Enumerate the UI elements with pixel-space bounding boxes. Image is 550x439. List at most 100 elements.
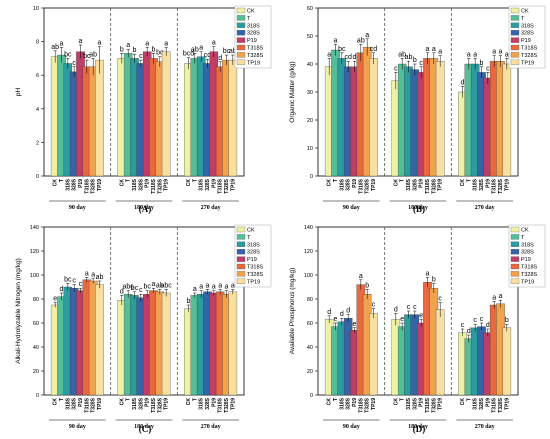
category-label: T328S xyxy=(91,397,97,412)
category-label: 328S xyxy=(412,178,418,190)
legend-swatch xyxy=(236,271,246,277)
y-axis-label: Available Phosphorus (mg/kg) xyxy=(289,268,296,355)
significance-letter: d xyxy=(346,308,350,315)
significance-letter: a xyxy=(164,40,168,47)
legend-item-label: 328S xyxy=(521,31,534,37)
significance-letter: d xyxy=(353,54,357,61)
significance-letter: c xyxy=(407,304,411,311)
significance-letter: a xyxy=(473,51,477,58)
category-label: 328S xyxy=(72,178,78,190)
significance-letter: a xyxy=(499,49,503,56)
category-label: 328S xyxy=(346,178,352,190)
category-label: 328S xyxy=(412,397,418,409)
bar-tp19-90-day xyxy=(95,59,104,177)
legend-swatch xyxy=(510,52,520,58)
y-tick-label: 20 xyxy=(307,369,313,375)
category-label: P19 xyxy=(485,398,491,407)
significance-letter: bc xyxy=(131,285,139,292)
category-label: CK xyxy=(327,179,333,187)
category-label: T328S xyxy=(365,397,371,412)
significance-letter: a xyxy=(365,32,369,39)
y-tick-label: 30 xyxy=(307,90,313,96)
bar-tp19-180-day xyxy=(435,61,445,177)
significance-letter: d xyxy=(60,286,64,293)
legend-item-label: T xyxy=(247,235,251,241)
significance-letter: ab xyxy=(51,44,59,51)
category-label: CK xyxy=(53,179,59,187)
significance-letter: bc xyxy=(64,276,72,283)
y-tick-label: 100 xyxy=(304,273,313,279)
y-tick-label: 60 xyxy=(307,321,313,327)
legend-swatch xyxy=(510,234,520,240)
category-label: 318S xyxy=(199,397,205,409)
significance-letter: d xyxy=(327,309,331,316)
legend-item-label: 328S xyxy=(247,250,260,256)
category-label: TP19 xyxy=(371,179,377,191)
category-label: TP19 xyxy=(438,179,444,191)
category-label: T xyxy=(126,179,132,182)
category-label: P19 xyxy=(211,398,217,407)
y-tick-label: 20 xyxy=(307,118,313,124)
category-label: CK xyxy=(327,398,333,406)
category-label: T xyxy=(466,179,472,182)
category-label: 318S xyxy=(132,397,138,409)
y-tick-label: 10 xyxy=(33,6,39,12)
legend-swatch xyxy=(236,263,246,270)
category-label: 318S xyxy=(406,397,412,409)
category-label: 328S xyxy=(138,178,144,190)
significance-letter: c xyxy=(394,65,398,72)
bar-tp19-90-day xyxy=(95,284,104,396)
significance-letter: e xyxy=(419,312,423,319)
legend-swatch xyxy=(236,22,246,28)
significance-letter: c xyxy=(419,60,423,67)
category-label: T328S xyxy=(431,178,437,193)
significance-letter: ab xyxy=(357,37,365,44)
significance-letter: a xyxy=(231,282,235,289)
category-label: T xyxy=(400,179,406,182)
significance-letter: e xyxy=(353,321,357,328)
y-tick-label: 40 xyxy=(307,345,313,351)
category-label: P19 xyxy=(352,398,358,407)
category-label: T328S xyxy=(224,178,230,193)
category-label: T328S xyxy=(498,178,504,193)
legend-item-label: T318S xyxy=(521,46,538,52)
y-tick-label: 50 xyxy=(307,34,313,40)
significance-letter: a xyxy=(193,286,197,293)
legend-swatch xyxy=(510,249,520,255)
legend-item-label: CK xyxy=(247,228,255,234)
legend-item-label: P19 xyxy=(521,257,531,263)
category-label: 318S xyxy=(406,178,412,190)
significance-letter: ab xyxy=(96,274,104,281)
legend-item-label: T xyxy=(521,235,525,241)
legend-item-label: CK xyxy=(247,9,255,15)
group-label: 180 day xyxy=(134,424,154,430)
category-label: T328S xyxy=(157,397,163,412)
significance-letter: b xyxy=(187,298,191,305)
category-label: TP19 xyxy=(504,398,510,410)
category-label: CK xyxy=(119,398,125,406)
significance-letter: c xyxy=(413,304,417,311)
category-label: TP19 xyxy=(371,398,377,410)
bar-tp19-270-day xyxy=(502,327,512,396)
group-label: 270 day xyxy=(201,205,221,211)
legend-item-label: T328S xyxy=(247,53,264,59)
y-tick-label: 60 xyxy=(33,321,39,327)
y-tick-label: 6 xyxy=(36,73,39,79)
significance-letter: abc xyxy=(161,282,173,289)
category-label: T xyxy=(400,398,406,401)
significance-letter: ab xyxy=(398,51,406,58)
y-tick-label: 60 xyxy=(307,6,313,12)
legend-swatch xyxy=(510,37,520,43)
y-tick-label: 0 xyxy=(310,174,313,180)
legend-swatch xyxy=(510,278,520,284)
category-label: P19 xyxy=(352,179,358,188)
category-label: 318S xyxy=(473,397,479,409)
significance-letter: abc xyxy=(123,284,135,291)
category-label: 328S xyxy=(205,397,211,409)
category-label: 328S xyxy=(479,178,485,190)
legend-item-label: P19 xyxy=(247,38,257,44)
y-tick-label: 40 xyxy=(307,62,313,68)
legend-item-label: CK xyxy=(521,9,529,15)
category-label: T xyxy=(192,179,198,182)
legend-swatch xyxy=(236,37,246,43)
